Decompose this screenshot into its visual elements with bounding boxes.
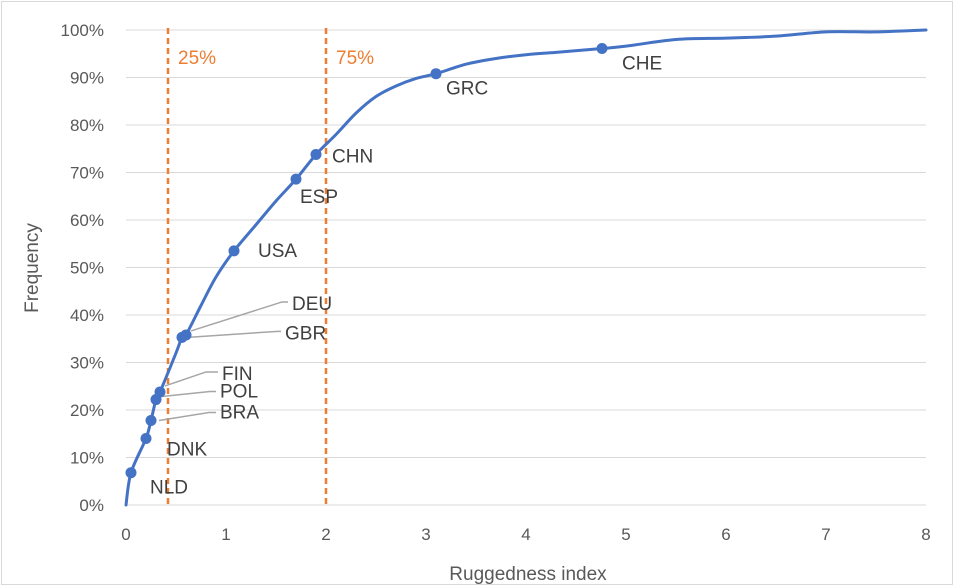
y-axis-title: Frequency <box>22 223 43 313</box>
leader-line <box>158 411 216 422</box>
data-point-markers <box>125 43 608 479</box>
point-label-fin: FIN <box>222 364 253 385</box>
y-tick-label: 70% <box>70 164 104 183</box>
data-point-chn <box>310 148 322 160</box>
y-tick-label: 80% <box>70 116 104 135</box>
leader-line <box>187 330 281 339</box>
quantile-lines: 25% 75% <box>166 28 374 505</box>
label-leader-lines <box>158 301 288 422</box>
data-point-deu <box>180 329 192 341</box>
data-point-nld <box>125 467 137 479</box>
y-tick-label: 100% <box>61 21 104 40</box>
x-tick-label: 2 <box>321 525 330 544</box>
y-tick-label: 0% <box>79 496 104 515</box>
data-point-dnk <box>140 433 152 444</box>
point-label-gbr: GBR <box>285 323 326 344</box>
point-label-esp: ESP <box>300 187 338 208</box>
data-point-grc <box>430 68 442 80</box>
point-label-usa: USA <box>258 241 297 262</box>
data-point-bra <box>145 414 157 426</box>
y-tick-label: 90% <box>70 69 104 88</box>
x-tick-labels: 0 1 2 3 4 5 6 7 8 <box>121 525 930 544</box>
y-tick-label: 30% <box>70 354 104 373</box>
cdf-series-line <box>124 28 928 507</box>
x-tick-label: 1 <box>221 525 230 544</box>
data-point-usa <box>228 245 240 257</box>
point-label-deu: DEU <box>292 294 332 315</box>
point-label-bra: BRA <box>220 402 259 423</box>
quantile-label: 25% <box>178 48 216 69</box>
data-point-esp <box>290 173 302 185</box>
x-tick-label: 7 <box>821 525 830 544</box>
point-label-nld: NLD <box>150 478 188 499</box>
gridlines <box>126 29 926 506</box>
point-label-dnk: DNK <box>167 440 207 461</box>
leader-line <box>161 390 216 398</box>
x-tick-label: 0 <box>121 525 130 544</box>
x-tick-label: 5 <box>621 525 630 544</box>
y-tick-label: 20% <box>70 401 104 420</box>
x-tick-label: 4 <box>521 525 530 544</box>
point-label-grc: GRC <box>446 79 488 100</box>
y-tick-label: 60% <box>70 211 104 230</box>
x-tick-label: 8 <box>921 525 930 544</box>
point-label-pol: POL <box>220 382 258 403</box>
x-axis-title: Ruggedness index <box>449 564 607 585</box>
x-tick-label: 3 <box>421 525 430 544</box>
y-tick-label: 40% <box>70 306 104 325</box>
quantile-label: 75% <box>336 48 374 69</box>
data-point-fin <box>154 386 166 398</box>
point-label-che: CHE <box>622 54 662 75</box>
data-point-che <box>596 43 608 55</box>
leader-line <box>190 301 288 332</box>
y-tick-label: 10% <box>70 449 104 468</box>
leader-line <box>164 371 218 387</box>
y-tick-label: 50% <box>70 259 104 278</box>
y-tick-labels: 0% 10% 20% 30% 40% 50% 60% 70% 80% 90% 100% <box>61 21 104 515</box>
x-tick-label: 6 <box>721 525 730 544</box>
point-label-chn: CHN <box>332 146 373 167</box>
